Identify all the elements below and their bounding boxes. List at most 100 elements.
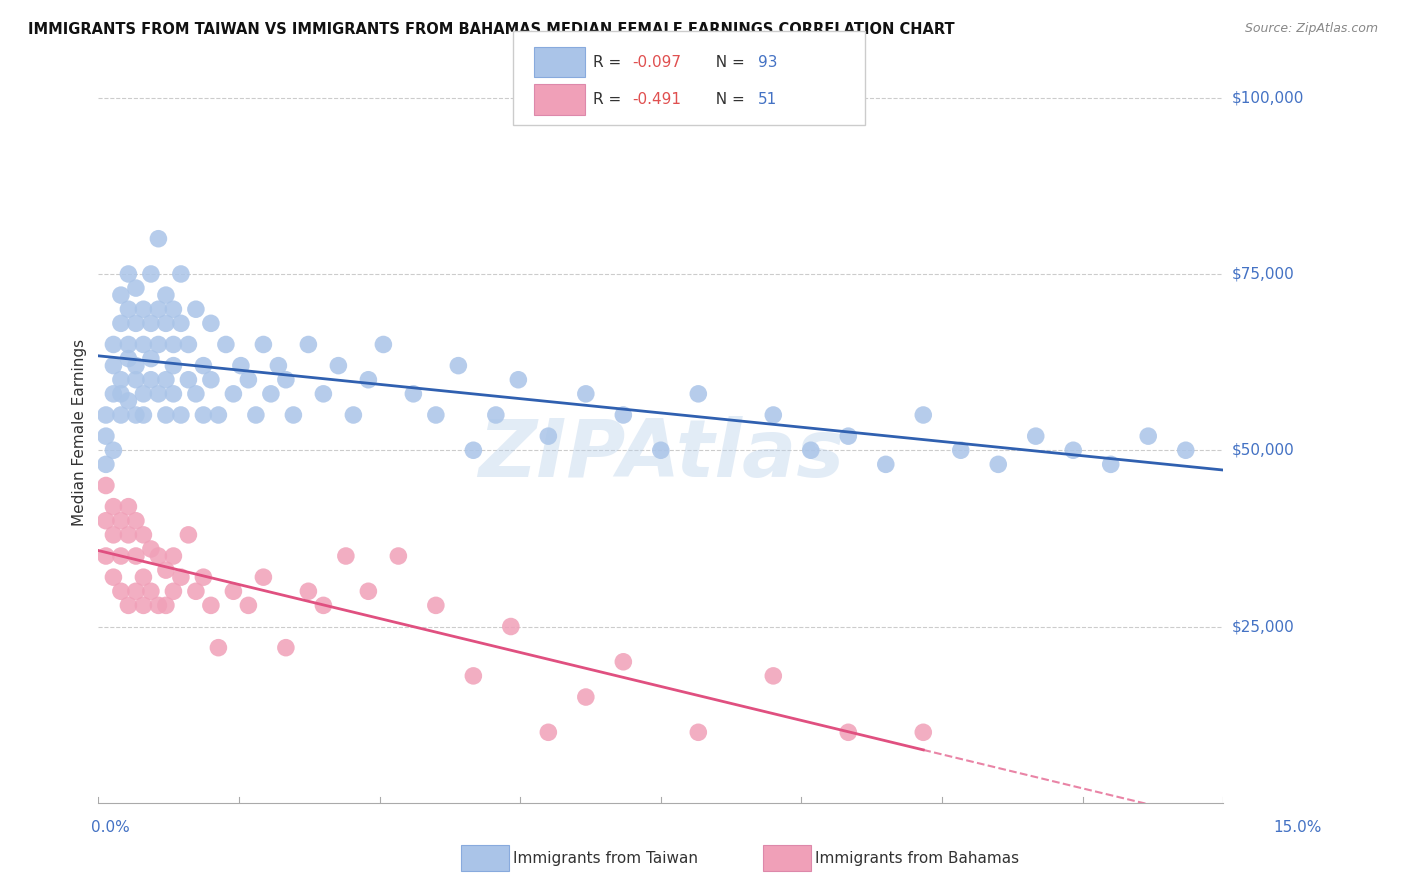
Point [148, 549, 170, 563]
Point [184, 387, 207, 401]
Point [125, 584, 148, 599]
Point [229, 359, 252, 373]
Point [162, 584, 184, 599]
Point [132, 387, 155, 401]
Point [193, 570, 215, 584]
Point [162, 387, 184, 401]
Point [193, 359, 215, 373]
Point [485, 408, 508, 422]
Text: $25,000: $25,000 [1232, 619, 1295, 634]
Point [132, 570, 155, 584]
Point [155, 316, 177, 330]
Point [200, 599, 222, 613]
Point [238, 373, 260, 387]
Point [200, 373, 222, 387]
Point [94, 458, 117, 472]
Point [132, 337, 155, 351]
Point [170, 570, 193, 584]
Text: Immigrants from Bahamas: Immigrants from Bahamas [815, 851, 1019, 865]
Point [125, 549, 148, 563]
Point [103, 337, 125, 351]
Text: 0.0%: 0.0% [91, 821, 131, 835]
Point [238, 599, 260, 613]
Point [425, 599, 447, 613]
Point [762, 408, 785, 422]
Point [132, 599, 155, 613]
Point [125, 514, 148, 528]
Point [837, 429, 859, 443]
Point [110, 549, 132, 563]
Point [274, 640, 297, 655]
Point [139, 373, 162, 387]
Point [912, 408, 935, 422]
Point [170, 267, 193, 281]
Point [508, 373, 530, 387]
Point [207, 640, 229, 655]
Point [117, 302, 139, 317]
Point [139, 541, 162, 556]
Point [357, 373, 380, 387]
Point [252, 337, 274, 351]
Point [328, 359, 350, 373]
Point [402, 387, 425, 401]
Point [949, 443, 972, 458]
Point [1137, 429, 1160, 443]
Point [1025, 429, 1047, 443]
Point [184, 584, 207, 599]
Point [162, 359, 184, 373]
Point [252, 570, 274, 584]
Text: Immigrants from Taiwan: Immigrants from Taiwan [513, 851, 699, 865]
Point [103, 359, 125, 373]
Point [762, 669, 785, 683]
Point [184, 302, 207, 317]
Point [110, 288, 132, 302]
Point [447, 359, 470, 373]
Point [155, 288, 177, 302]
Text: IMMIGRANTS FROM TAIWAN VS IMMIGRANTS FROM BAHAMAS MEDIAN FEMALE EARNINGS CORRELA: IMMIGRANTS FROM TAIWAN VS IMMIGRANTS FRO… [28, 22, 955, 37]
Point [110, 514, 132, 528]
Point [222, 584, 245, 599]
Text: N =: N = [706, 92, 749, 107]
Point [207, 408, 229, 422]
Point [155, 599, 177, 613]
Point [94, 514, 117, 528]
Point [373, 337, 395, 351]
Point [312, 599, 335, 613]
Text: -0.097: -0.097 [633, 54, 682, 70]
Point [987, 458, 1010, 472]
Point [245, 408, 267, 422]
Point [612, 408, 634, 422]
Text: $50,000: $50,000 [1232, 442, 1295, 458]
Text: 15.0%: 15.0% [1274, 821, 1322, 835]
Text: R =: R = [593, 54, 627, 70]
Text: $75,000: $75,000 [1232, 267, 1295, 282]
Point [110, 373, 132, 387]
Point [139, 267, 162, 281]
Point [177, 373, 200, 387]
Text: Source: ZipAtlas.com: Source: ZipAtlas.com [1244, 22, 1378, 36]
Point [125, 359, 148, 373]
Point [103, 443, 125, 458]
Point [94, 478, 117, 492]
Point [387, 549, 409, 563]
Point [1062, 443, 1084, 458]
Point [170, 316, 193, 330]
Point [117, 351, 139, 366]
Text: $100,000: $100,000 [1232, 90, 1303, 105]
Point [117, 267, 139, 281]
Point [139, 316, 162, 330]
Point [125, 281, 148, 295]
Point [463, 669, 485, 683]
Point [139, 351, 162, 366]
Point [94, 408, 117, 422]
Point [425, 408, 447, 422]
Point [132, 528, 155, 542]
Point [688, 387, 710, 401]
Point [177, 528, 200, 542]
Point [148, 599, 170, 613]
Point [260, 387, 283, 401]
Point [125, 373, 148, 387]
Point [200, 316, 222, 330]
Point [117, 337, 139, 351]
Point [132, 302, 155, 317]
